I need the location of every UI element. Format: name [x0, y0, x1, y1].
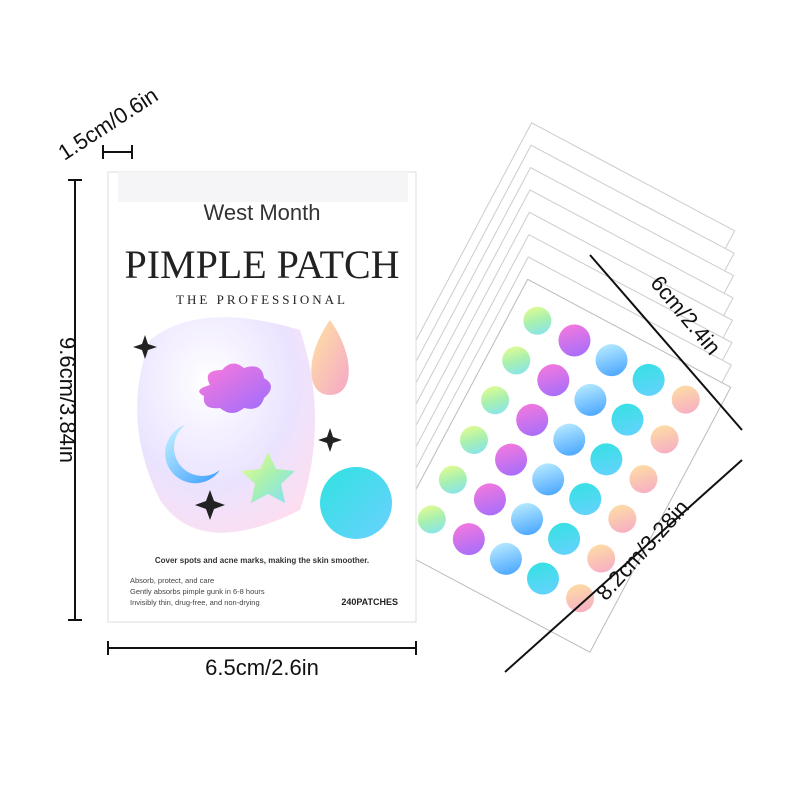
sticker	[671, 385, 700, 414]
sticker	[553, 423, 586, 456]
sticker	[608, 504, 637, 533]
sticker	[459, 425, 488, 454]
height-label: 9.6cm/3.84in	[55, 337, 80, 463]
sticker	[481, 386, 510, 415]
shape	[589, 254, 743, 431]
brand: West Month	[204, 200, 321, 225]
sticker	[526, 562, 559, 595]
sticker	[569, 483, 602, 516]
sticker	[489, 542, 522, 575]
sticker	[511, 503, 544, 536]
tagline: Cover spots and acne marks, making the s…	[155, 556, 369, 565]
sticker	[574, 383, 607, 416]
sticker	[566, 584, 595, 613]
sticker	[532, 463, 565, 496]
shape	[311, 320, 349, 395]
sticker	[516, 403, 549, 436]
feature: Invisibly thin, drug-free, and non-dryin…	[130, 598, 260, 607]
patch-count: 240PATCHES	[341, 597, 398, 607]
sticker	[611, 403, 644, 436]
shape	[199, 363, 271, 413]
shape	[320, 467, 392, 539]
sticker	[438, 465, 467, 494]
sticker	[587, 544, 616, 573]
box-title: PIMPLE PATCH	[125, 242, 400, 287]
sticker	[595, 344, 628, 377]
feature: Absorb, protect, and care	[130, 576, 214, 585]
product-box: West Month PIMPLE PATCH THE PROFESSIONAL…	[107, 171, 417, 623]
sticker	[558, 324, 591, 357]
sticker	[548, 522, 581, 555]
sticker	[417, 505, 446, 534]
sticker	[523, 306, 552, 335]
sticker	[452, 523, 485, 556]
shape	[118, 172, 408, 202]
shape	[165, 425, 220, 484]
shape	[137, 317, 315, 533]
sticker	[537, 364, 570, 397]
sticker	[629, 465, 658, 494]
sticker	[473, 483, 506, 516]
box-subtitle: THE PROFESSIONAL	[176, 292, 348, 307]
shape	[504, 459, 743, 673]
shape	[417, 306, 700, 613]
patch-sheets	[386, 122, 736, 653]
sticker	[502, 346, 531, 375]
sticker	[650, 425, 679, 454]
feature: Gently absorbs pimple gunk in 6-8 hours	[130, 587, 265, 596]
width-label: 6.5cm/2.6in	[205, 655, 319, 680]
shape	[241, 452, 295, 503]
sticker	[632, 363, 665, 396]
sticker	[495, 443, 528, 476]
sticker	[590, 443, 623, 476]
